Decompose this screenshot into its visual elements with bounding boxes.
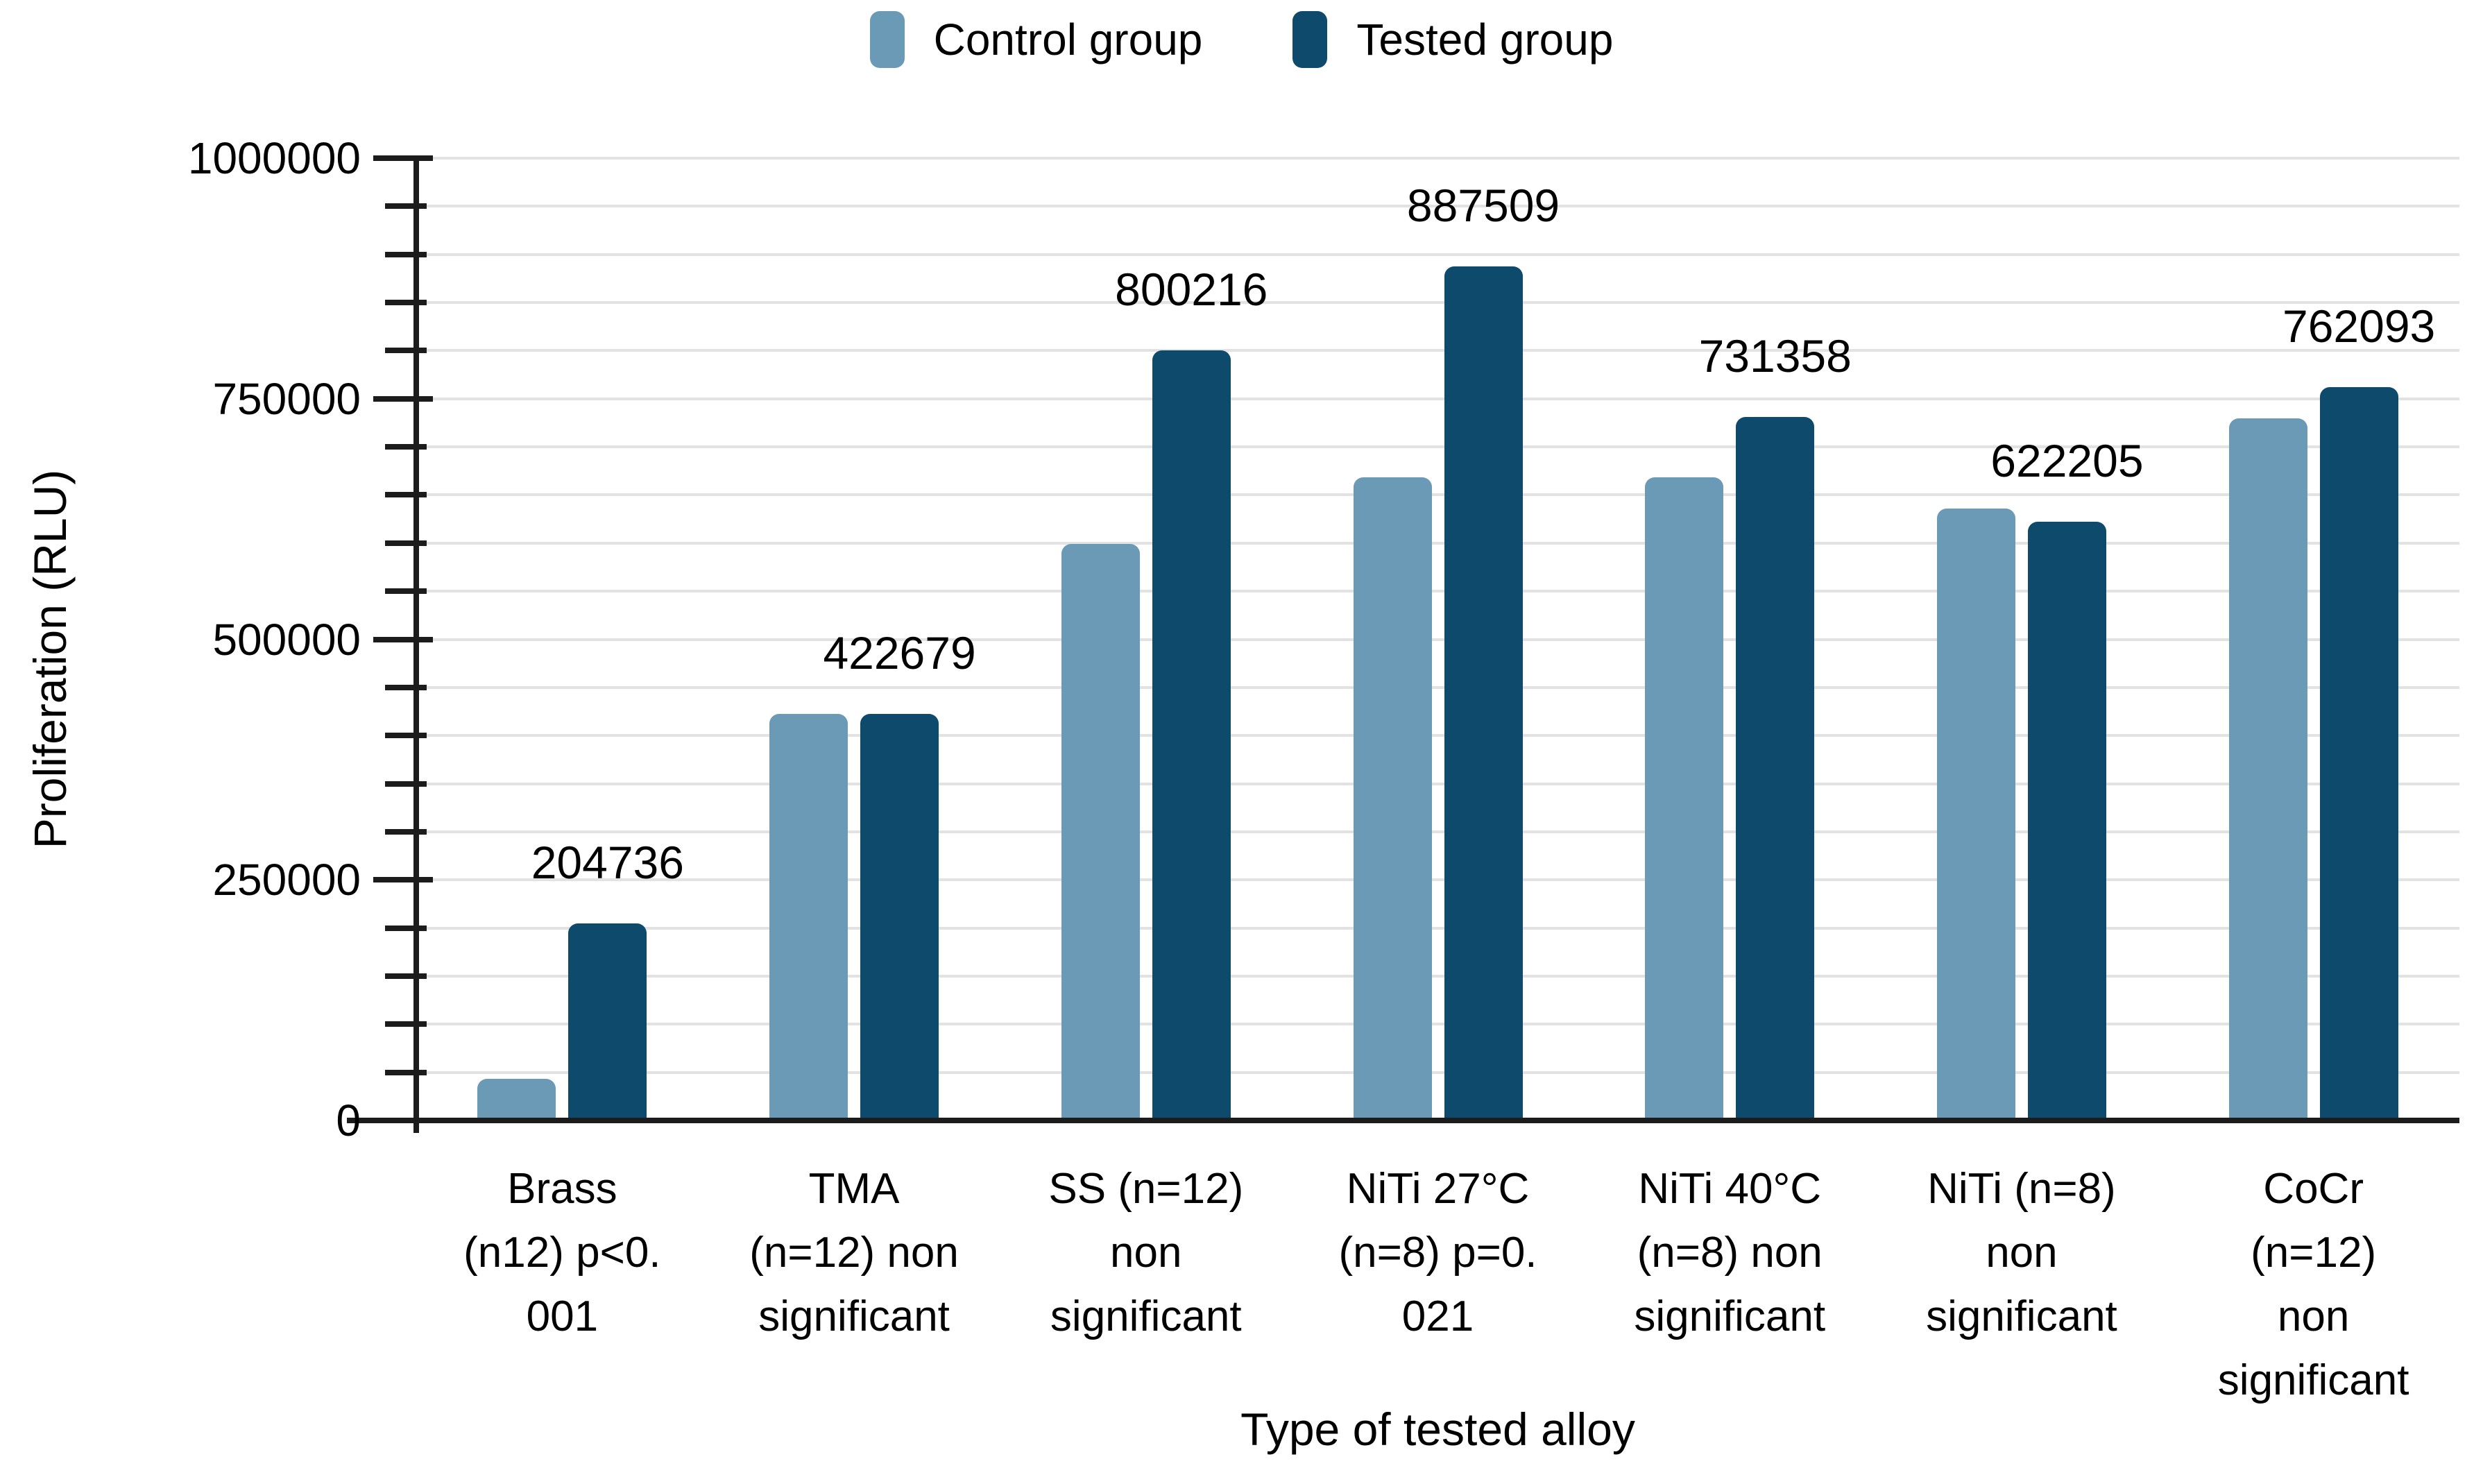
x-axis-line (347, 1118, 2459, 1123)
legend-label-control-group: Control group (933, 15, 1203, 65)
category-label-2: TMA (n=12) non significant (749, 1165, 959, 1340)
bar-control-7 (2228, 418, 2307, 1120)
bar-control-1 (477, 1079, 556, 1120)
bar-tested-1 (568, 923, 647, 1120)
data-label-tested-4: 887509 (1406, 180, 1560, 232)
data-label-tested-5: 731358 (1698, 330, 1852, 382)
category-label-4: NiTi 27°C (n=8) p=0. 021 (1338, 1165, 1537, 1340)
y-axis-minor-tick (385, 973, 427, 979)
y-axis-tick-label: 500000 (212, 614, 361, 665)
legend-item-control-group: Control group (869, 11, 1203, 68)
y-axis-minor-tick (385, 588, 427, 595)
plot-area: 204736 422679 800216 887509 731358 622205 7620… (373, 155, 2459, 1123)
y-axis-minor-tick (385, 540, 427, 546)
data-label-tested-2: 422679 (823, 626, 976, 679)
minor-gridline (416, 926, 2459, 930)
minor-gridline (416, 205, 2459, 208)
minor-gridline (416, 493, 2459, 497)
y-axis-minor-tick (385, 1021, 427, 1027)
y-axis-major-tick (373, 636, 433, 642)
bar-tested-5 (1736, 416, 1815, 1120)
y-axis-minor-tick (385, 781, 427, 787)
major-gridline (416, 397, 2459, 400)
bar-control-2 (769, 714, 848, 1120)
legend-label-tested-group: Tested group (1356, 15, 1614, 65)
data-label-tested-3: 800216 (1115, 264, 1268, 316)
minor-gridline (416, 974, 2459, 978)
y-axis-minor-tick (385, 492, 427, 498)
y-axis-tick-label: 750000 (212, 373, 361, 424)
y-axis-minor-tick (385, 300, 427, 306)
minor-gridline (416, 1071, 2459, 1074)
bar-control-4 (1353, 477, 1432, 1120)
legend-swatch-tested-icon (1292, 11, 1328, 68)
data-label-tested-6: 622205 (1990, 435, 2144, 487)
bar-tested-7 (2319, 386, 2398, 1120)
category-label-3: SS (n=12) non significant (1048, 1165, 1244, 1340)
y-axis-major-tick (373, 155, 433, 161)
y-axis-line (413, 158, 419, 1133)
y-axis-minor-tick (385, 251, 427, 257)
minor-gridline (416, 541, 2459, 545)
minor-gridline (416, 1023, 2459, 1026)
legend-item-tested-group: Tested group (1292, 11, 1613, 68)
x-axis-title: Type of tested alloy (1240, 1404, 1635, 1455)
minor-gridline (416, 782, 2459, 785)
y-axis-minor-tick (385, 203, 427, 210)
y-axis-minor-tick (385, 733, 427, 739)
y-axis-minor-tick (385, 348, 427, 354)
minor-gridline (416, 253, 2459, 256)
bar-control-6 (1936, 508, 2015, 1120)
category-label-6: NiTi (n=8) non significant (1926, 1165, 2117, 1340)
legend-swatch-control-icon (869, 11, 905, 68)
minor-gridline (416, 685, 2459, 689)
minor-gridline (416, 734, 2459, 737)
y-axis-minor-tick (385, 828, 427, 835)
bar-tested-4 (1444, 266, 1523, 1120)
bar-tested-3 (1152, 350, 1231, 1120)
minor-gridline (416, 301, 2459, 305)
bar-tested-2 (860, 713, 939, 1120)
bar-control-5 (1645, 477, 1724, 1120)
y-axis-major-tick (373, 395, 433, 402)
bar-control-3 (1061, 544, 1140, 1120)
bar-tested-6 (2027, 522, 2106, 1120)
y-axis-minor-tick (385, 1069, 427, 1075)
data-label-tested-7: 762093 (2283, 300, 2436, 352)
data-label-tested-1: 204736 (531, 837, 684, 889)
y-axis-title: Proliferation (RLU) (24, 469, 76, 849)
y-axis-minor-tick (385, 684, 427, 690)
category-label-1: Brass (n12) p<0. 001 (463, 1165, 661, 1340)
major-gridline (416, 157, 2459, 160)
y-axis-minor-tick (385, 925, 427, 931)
y-axis-tick-label: 0 (336, 1095, 361, 1145)
category-label-5: NiTi 40°C (n=8) non significant (1634, 1165, 1826, 1340)
minor-gridline (416, 590, 2459, 593)
x-axis-category-labels: Brass (n12) p<0. 001 TMA (n=12) non signi… (416, 1157, 2459, 1404)
category-label-7: CoCr (n=12) non significant (2217, 1165, 2409, 1404)
y-axis-minor-tick (385, 444, 427, 450)
y-axis-tick-label: 1000000 (187, 133, 361, 183)
major-gridline (416, 878, 2459, 882)
minor-gridline (416, 445, 2459, 449)
y-axis-tick-label: 250000 (212, 855, 361, 905)
minor-gridline (416, 830, 2459, 833)
legend: Control group Tested group (0, 11, 2483, 68)
major-gridline (416, 638, 2459, 641)
minor-gridline (416, 349, 2459, 352)
y-axis-major-tick (373, 877, 433, 883)
